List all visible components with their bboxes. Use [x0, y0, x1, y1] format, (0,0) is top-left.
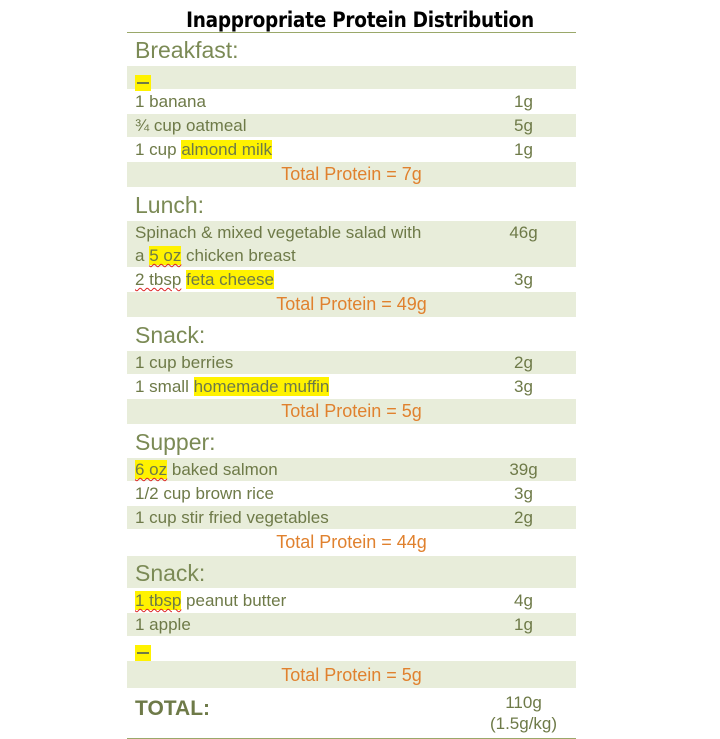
food-item: 1 banana — [135, 92, 206, 111]
snack-total: Total Protein = 5g — [281, 401, 422, 421]
highlighted-text: almond milk — [181, 140, 273, 159]
breakfast-total: Total Protein = 7g — [281, 164, 422, 184]
section-total-row: Total Protein = 44g — [127, 530, 576, 556]
protein-value: 3g — [514, 484, 533, 503]
table-row: 1 tbsp peanut butter 4g — [127, 589, 576, 613]
table-row: Spinach & mixed vegetable salad with a 5… — [127, 221, 576, 268]
section-header-snack: Snack: — [127, 318, 576, 351]
table-row — [127, 637, 576, 661]
section-header-breakfast: Breakfast: — [127, 32, 576, 66]
highlight-marker-icon — [135, 644, 151, 661]
table-row: 1 cup almond milk 1g — [127, 138, 576, 162]
protein-value: 1g — [514, 140, 533, 159]
protein-value: 3g — [514, 270, 533, 289]
food-item: 1/2 cup brown rice — [135, 484, 274, 503]
food-item: Spinach & mixed vegetable salad with a 5… — [135, 223, 422, 265]
table-row — [127, 66, 576, 91]
highlighted-text: feta cheese — [186, 270, 274, 289]
section-total-row: Total Protein = 5g — [127, 399, 576, 425]
food-item: 1 small homemade muffin — [135, 377, 330, 396]
section-total-row: Total Protein = 5g — [127, 661, 576, 689]
table-row: 6 oz baked salmon 39g — [127, 458, 576, 482]
highlighted-text: 1 tbsp — [135, 591, 182, 610]
food-item: 1 cup stir fried vegetables — [135, 508, 329, 527]
protein-value: 39g — [509, 460, 538, 479]
page-title: Inappropriate Protein Distribution — [186, 8, 534, 32]
section-header-snack: Snack: — [127, 556, 576, 589]
snack-total: Total Protein = 5g — [281, 665, 422, 685]
grand-total-row: TOTAL: 110g (1.5g/kg) — [127, 689, 576, 739]
table-row: 1 banana 1g — [127, 90, 576, 114]
food-item: 1 apple — [135, 615, 191, 634]
food-item: 2 tbsp feta cheese — [135, 270, 274, 289]
food-item: 1 cup berries — [135, 353, 234, 372]
protein-value: 46g — [509, 223, 538, 242]
grand-total-label: TOTAL: — [135, 697, 211, 720]
table-row: 1 apple 1g — [127, 613, 576, 637]
food-item: 6 oz baked salmon — [135, 460, 278, 479]
highlighted-text: 5 oz — [149, 246, 182, 265]
supper-heading: Supper: — [135, 429, 216, 455]
section-header-lunch: Lunch: — [127, 188, 576, 221]
highlight-marker-icon — [135, 74, 151, 91]
protein-value: 2g — [514, 353, 533, 372]
section-header-supper: Supper: — [127, 425, 576, 458]
protein-value: 3g — [514, 377, 533, 396]
protein-value: 1g — [514, 92, 533, 111]
snack-heading: Snack: — [135, 560, 206, 586]
breakfast-heading: Breakfast: — [135, 37, 239, 63]
section-total-row: Total Protein = 49g — [127, 292, 576, 318]
table-row: ¾ cup oatmeal 5g — [127, 114, 576, 138]
table-row: 1 small homemade muffin 3g — [127, 375, 576, 399]
lunch-total: Total Protein = 49g — [276, 294, 427, 314]
protein-table: Breakfast: 1 banana 1g ¾ cup oatmeal 5g … — [127, 32, 576, 739]
grand-total-value: 110g — [505, 693, 542, 712]
food-item: 1 tbsp peanut butter — [135, 591, 287, 610]
protein-value: 4g — [514, 591, 533, 610]
highlighted-text: 6 oz — [135, 460, 168, 479]
grand-total-per-kg: (1.5g/kg) — [489, 714, 558, 733]
snack-heading: Snack: — [135, 322, 206, 348]
protein-value: 1g — [514, 615, 533, 634]
table-row: 1 cup berries 2g — [127, 351, 576, 375]
lunch-heading: Lunch: — [135, 192, 205, 218]
highlighted-text: homemade muffin — [193, 377, 330, 396]
table-row: 1/2 cup brown rice 3g — [127, 482, 576, 506]
table-row: 2 tbsp feta cheese 3g — [127, 268, 576, 292]
protein-value: 2g — [514, 508, 533, 527]
supper-total: Total Protein = 44g — [276, 532, 427, 552]
table-row: 1 cup stir fried vegetables 2g — [127, 506, 576, 530]
protein-value: 5g — [514, 116, 533, 135]
food-item: ¾ cup oatmeal — [135, 116, 247, 135]
food-item: 1 cup almond milk — [135, 140, 273, 159]
section-total-row: Total Protein = 7g — [127, 162, 576, 188]
